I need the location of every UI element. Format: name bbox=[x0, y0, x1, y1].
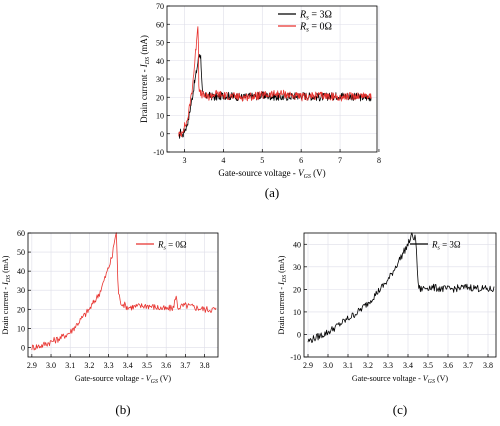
series-line-black bbox=[307, 232, 495, 343]
y-tick-label: 0 bbox=[160, 130, 164, 139]
y-tick-label: 20 bbox=[17, 305, 25, 314]
y-tick-label: -10 bbox=[290, 353, 301, 362]
y-tick-label: 0 bbox=[297, 330, 301, 339]
x-axis-label: Gate-source voltage - VGS (V) bbox=[352, 374, 449, 385]
x-tick-label: 3.7 bbox=[463, 361, 473, 370]
chart-caption: (b) bbox=[115, 402, 130, 417]
legend-label: Rs = 3Ω bbox=[431, 240, 461, 252]
x-tick-label: 8 bbox=[377, 156, 381, 165]
x-tick-label: 3.5 bbox=[423, 361, 433, 370]
x-tick-label: 3.6 bbox=[443, 361, 453, 370]
x-tick-label: 3.5 bbox=[142, 361, 152, 370]
x-tick-label: 3.8 bbox=[483, 361, 493, 370]
x-tick-label: 3.0 bbox=[323, 361, 333, 370]
x-tick-label: 3.6 bbox=[161, 361, 171, 370]
y-axis-label: Drain current - IDS (mA) bbox=[1, 255, 12, 334]
x-tick-label: 3.1 bbox=[65, 361, 75, 370]
y-axis-label: Drain current - IDS (mA) bbox=[277, 255, 288, 334]
legend-label: Rs = 0Ω bbox=[299, 22, 332, 34]
x-tick-label: 3.3 bbox=[383, 361, 393, 370]
plot-frame bbox=[27, 232, 219, 358]
chart-a: 3 4 5 6 7 8 -10 0 10 20 30 40 50 60 70 Gate-source volt… bbox=[139, 2, 381, 200]
x-tick-label: 6 bbox=[299, 156, 303, 165]
x-tick-label: 3.7 bbox=[180, 361, 190, 370]
x-tick-label: 3.2 bbox=[363, 361, 373, 370]
y-tick-label: 60 bbox=[156, 20, 164, 29]
x-tick-label: 3.4 bbox=[403, 361, 413, 370]
x-tick-label: 3.8 bbox=[200, 361, 210, 370]
series-line-red bbox=[178, 26, 372, 138]
x-tick-label: 7 bbox=[338, 156, 342, 165]
x-tick-label: 3.2 bbox=[84, 361, 94, 370]
chart-c: 2.9 3.0 3.1 3.2 3.3 3.4 3.5 3.6 3.7 3.8 -10 0 10 20 30… bbox=[277, 232, 497, 417]
x-tick-label: 3 bbox=[183, 156, 187, 165]
y-tick-label: 30 bbox=[293, 263, 301, 272]
x-tick-label: 5 bbox=[260, 156, 264, 165]
y-tick-label: 50 bbox=[156, 39, 164, 48]
chart-caption: (c) bbox=[393, 402, 407, 417]
chart-b: 2.9 3.0 3.1 3.2 3.3 3.4 3.5 3.6 3.7 3.8 0 10 20 30 40 5… bbox=[1, 229, 219, 417]
x-tick-label: 3.3 bbox=[104, 361, 114, 370]
y-tick-label: 50 bbox=[17, 248, 25, 257]
plot-frame bbox=[303, 232, 497, 358]
y-tick-label: 20 bbox=[156, 93, 164, 102]
x-tick-label: 3.1 bbox=[343, 361, 353, 370]
y-tick-label: 20 bbox=[293, 285, 301, 294]
y-tick-label: 10 bbox=[156, 112, 164, 121]
y-tick-label: 0 bbox=[21, 343, 25, 352]
x-tick-label: 2.9 bbox=[303, 361, 313, 370]
y-tick-label: 30 bbox=[17, 286, 25, 295]
y-tick-label: -10 bbox=[153, 148, 164, 157]
y-tick-label: 40 bbox=[17, 267, 25, 276]
y-tick-label: 10 bbox=[293, 308, 301, 317]
x-axis-label: Gate-source voltage - VGS (V) bbox=[218, 168, 325, 180]
y-tick-label: 60 bbox=[17, 229, 25, 238]
y-tick-label: 30 bbox=[156, 75, 164, 84]
y-tick-label: 10 bbox=[17, 324, 25, 333]
y-tick-label: 40 bbox=[156, 57, 164, 66]
y-tick-label: 70 bbox=[156, 2, 164, 11]
x-tick-label: 4 bbox=[221, 156, 225, 165]
y-axis-label: Drain current - IDS (mA) bbox=[139, 35, 151, 123]
x-tick-label: 3.0 bbox=[46, 361, 56, 370]
chart-caption: (a) bbox=[265, 185, 279, 200]
x-tick-label: 3.4 bbox=[123, 361, 133, 370]
legend-label: Rs = 3Ω bbox=[299, 10, 332, 22]
x-tick-label: 2.9 bbox=[27, 361, 37, 370]
legend-label: Rs = 0Ω bbox=[157, 240, 187, 252]
y-tick-label: 40 bbox=[293, 240, 301, 249]
series-line-red bbox=[31, 232, 217, 351]
x-axis-label: Gate-source voltage - VGS (V) bbox=[75, 374, 172, 385]
